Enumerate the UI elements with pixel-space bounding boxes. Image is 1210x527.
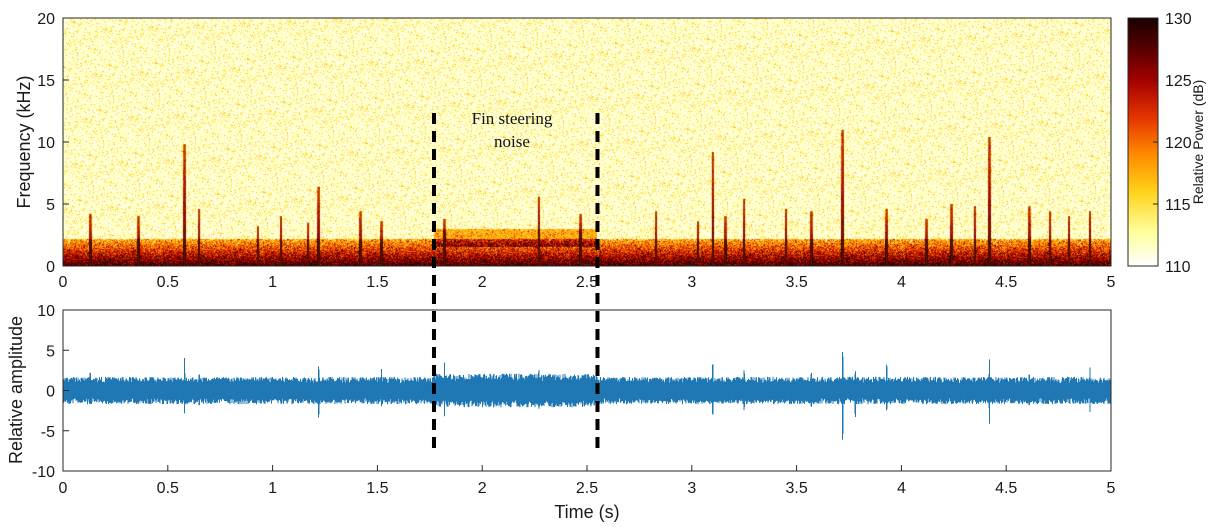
colorbar: 110 115 120 125 130 Relative Power (dB) xyxy=(1127,11,1206,276)
colorbar-ticks: 110 115 120 125 130 xyxy=(1153,11,1192,276)
spectrogram-heatmap xyxy=(63,18,1111,266)
spectrogram-panel: 0 0.5 1 1.5 2 2.5 3 3.5 4 4.5 5 0 5 10 15 20 Frequency… xyxy=(14,11,1116,291)
wave-x-tick-label-2: 1 xyxy=(268,480,277,497)
colorbar-tick-label-0: 110 xyxy=(1165,259,1191,276)
wave-y-tick-label-3: 5 xyxy=(46,343,55,360)
wave-x-tick-label-6: 3 xyxy=(687,480,696,497)
colorbar-tick-label-2: 120 xyxy=(1165,135,1192,152)
annotation-line-1: Fin steering xyxy=(472,109,553,128)
spec-y-tick-label-1: 5 xyxy=(46,197,55,214)
spec-x-tick-label-7: 3.5 xyxy=(785,274,807,291)
wave-x-tick-label-8: 4 xyxy=(897,480,906,497)
wave-x-tick-label-0: 0 xyxy=(59,480,68,497)
spectrogram-transients xyxy=(89,129,1092,266)
wave-x-tick-label-9: 4.5 xyxy=(995,480,1017,497)
wave-y-tick-label-0: -10 xyxy=(32,464,55,481)
annotation-line-2: noise xyxy=(494,132,530,151)
colorbar-tick-label-3: 125 xyxy=(1165,73,1192,90)
spec-x-tick-label-3: 1.5 xyxy=(366,274,388,291)
spec-x-tick-label-4: 2 xyxy=(478,274,487,291)
waveform-panel: 0 0.5 1 1.5 2 2.5 3 3.5 4 4.5 5 -10 -5 0 5 10 Relative… xyxy=(6,303,1116,522)
spec-x-tick-label-5: 2.5 xyxy=(576,274,598,291)
spec-x-tick-label-0: 0 xyxy=(59,274,68,291)
wave-y-tick-label-2: 0 xyxy=(46,384,55,401)
spectrogram-y-ticks: 0 5 10 15 20 xyxy=(37,11,69,276)
spec-y-tick-label-2: 10 xyxy=(37,135,55,152)
spec-x-tick-label-6: 3 xyxy=(687,274,696,291)
wave-x-tick-label-5: 2.5 xyxy=(576,480,598,497)
wave-x-tick-label-4: 2 xyxy=(478,480,487,497)
spec-x-tick-label-9: 4.5 xyxy=(995,274,1017,291)
spec-x-tick-label-10: 5 xyxy=(1107,274,1116,291)
colorbar-tick-label-4: 130 xyxy=(1165,11,1192,28)
spec-x-tick-label-1: 0.5 xyxy=(157,274,179,291)
wave-y-tick-label-1: -5 xyxy=(41,424,55,441)
waveform-y-ticks: -10 -5 0 5 10 xyxy=(32,303,69,481)
waveform-y-axis-label: Relative amplitude xyxy=(6,316,26,464)
spec-x-tick-label-8: 4 xyxy=(897,274,906,291)
colorbar-tick-label-1: 115 xyxy=(1165,197,1191,214)
spec-x-tick-label-2: 1 xyxy=(268,274,277,291)
spectrogram-y-axis-label: Frequency (kHz) xyxy=(14,75,34,208)
wave-y-tick-label-4: 10 xyxy=(37,303,55,320)
spec-y-tick-label-3: 15 xyxy=(37,73,55,90)
x-axis-label: Time (s) xyxy=(554,502,619,522)
wave-x-tick-label-7: 3.5 xyxy=(785,480,807,497)
wave-x-tick-label-3: 1.5 xyxy=(366,480,388,497)
colorbar-label: Relative Power (dB) xyxy=(1190,80,1206,205)
spec-y-tick-label-0: 0 xyxy=(46,259,55,276)
waveform-x-ticks: 0 0.5 1 1.5 2 2.5 3 3.5 4 4.5 5 xyxy=(59,465,1116,497)
spec-y-tick-label-4: 20 xyxy=(37,11,55,28)
wave-x-tick-label-10: 5 xyxy=(1107,480,1116,497)
spectrogram-x-ticks: 0 0.5 1 1.5 2 2.5 3 3.5 4 4.5 5 xyxy=(59,260,1116,291)
wave-x-tick-label-1: 0.5 xyxy=(157,480,179,497)
